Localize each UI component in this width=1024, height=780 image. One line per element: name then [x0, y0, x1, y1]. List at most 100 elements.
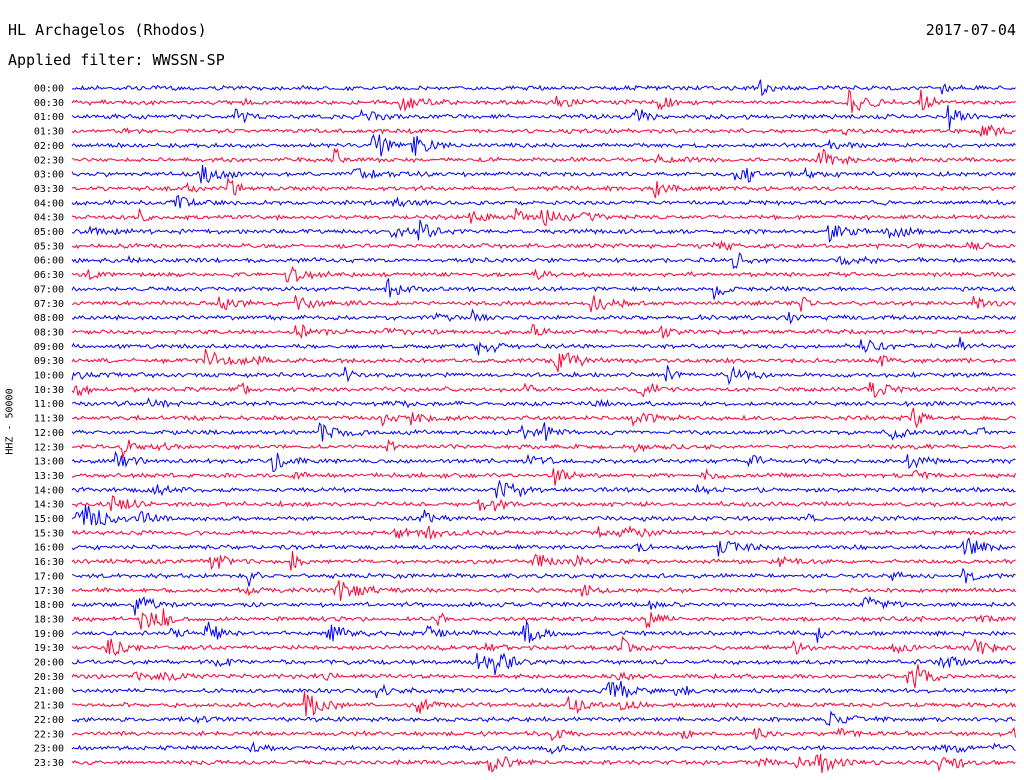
time-label: 19:00 — [34, 629, 64, 640]
seismic-trace-row — [71, 495, 1016, 512]
time-label: 06:30 — [34, 270, 64, 281]
seismic-trace-row — [71, 580, 1016, 601]
time-label: 17:00 — [34, 571, 64, 582]
seismic-trace-row — [71, 468, 1016, 486]
time-label: 06:00 — [34, 256, 64, 267]
time-label: 00:00 — [34, 84, 64, 95]
seismic-trace-row — [71, 691, 1016, 717]
seismic-trace-row — [71, 537, 1016, 557]
time-label: 05:00 — [34, 227, 64, 238]
time-label: 14:30 — [34, 500, 64, 511]
time-label: 11:30 — [34, 414, 64, 425]
time-label: 16:00 — [34, 543, 64, 554]
seismic-trace-row — [71, 207, 1016, 227]
time-label: 18:00 — [34, 600, 64, 611]
time-label: 12:30 — [34, 442, 64, 453]
seismic-trace-row — [71, 239, 1016, 252]
seismic-trace-row — [71, 164, 1016, 184]
seismic-trace-row — [71, 365, 1016, 386]
time-label: 23:30 — [34, 758, 64, 769]
seismic-trace-row — [71, 397, 1016, 409]
time-label: 20:00 — [34, 658, 64, 669]
seismic-trace-row — [71, 295, 1016, 313]
seismic-trace-row — [71, 595, 1016, 616]
seismic-trace-row — [71, 422, 1016, 442]
time-label: 03:30 — [34, 184, 64, 195]
seismic-trace-row — [71, 450, 1016, 472]
time-label: 15:00 — [34, 514, 64, 525]
time-label: 21:00 — [34, 686, 64, 697]
time-label: 07:00 — [34, 284, 64, 295]
time-label: 01:00 — [34, 112, 64, 123]
time-label: 18:30 — [34, 614, 64, 625]
filter-label: Applied filter: WWSSN-SP — [8, 51, 225, 69]
time-label: 02:30 — [34, 155, 64, 166]
time-label: 17:30 — [34, 586, 64, 597]
seismic-trace-row — [71, 348, 1016, 373]
seismic-trace-row — [71, 323, 1016, 340]
seismic-trace-row — [71, 407, 1016, 429]
time-label: 08:30 — [34, 327, 64, 338]
seismic-trace-row — [71, 381, 1016, 398]
seismic-trace-row — [71, 753, 1016, 773]
time-label: 15:30 — [34, 528, 64, 539]
seismic-trace-row — [71, 504, 1016, 527]
date-label: 2017-07-04 — [925, 21, 1016, 39]
time-label: 16:30 — [34, 557, 64, 568]
seismic-trace-row — [71, 219, 1016, 243]
seismic-trace-row — [71, 252, 1016, 270]
time-label: 13:00 — [34, 457, 64, 468]
seismic-trace-row — [71, 105, 1016, 130]
seismic-trace-row — [71, 479, 1016, 499]
time-label: 23:00 — [34, 744, 64, 755]
seismic-trace-row — [71, 664, 1016, 689]
seismic-trace-row — [71, 133, 1016, 157]
time-label: 09:00 — [34, 342, 64, 353]
time-label: 22:00 — [34, 715, 64, 726]
time-label: 21:30 — [34, 701, 64, 712]
time-label: 01:30 — [34, 127, 64, 138]
time-label: 07:30 — [34, 299, 64, 310]
time-label: 13:30 — [34, 471, 64, 482]
seismic-trace-row — [71, 265, 1016, 283]
station-title: HL Archagelos (Rhodos) — [8, 21, 207, 39]
seismic-trace-row — [71, 710, 1016, 727]
time-label: 03:00 — [34, 170, 64, 181]
time-label: 11:00 — [34, 399, 64, 410]
seismic-trace-row — [71, 524, 1016, 540]
seismic-trace-row — [71, 619, 1016, 643]
seismic-trace-row — [71, 124, 1016, 138]
time-label: 00:30 — [34, 98, 64, 109]
time-label: 12:00 — [34, 428, 64, 439]
time-label: 10:30 — [34, 385, 64, 396]
seismic-trace-row — [71, 308, 1016, 325]
seismic-trace-row — [71, 567, 1016, 587]
time-label: 10:00 — [34, 371, 64, 382]
time-label: 14:00 — [34, 485, 64, 496]
seismic-trace-row — [71, 277, 1016, 300]
seismic-trace-row — [71, 608, 1016, 630]
time-label: 09:30 — [34, 356, 64, 367]
time-label: 04:00 — [34, 198, 64, 209]
time-label: 19:30 — [34, 643, 64, 654]
seismic-trace-row — [71, 336, 1016, 356]
time-label: 22:30 — [34, 729, 64, 740]
seismic-trace-row — [71, 550, 1016, 571]
time-label: 05:30 — [34, 241, 64, 252]
seismic-trace-row — [71, 652, 1016, 676]
seismic-trace-row — [71, 438, 1016, 458]
seismic-trace-row — [71, 79, 1016, 97]
seismic-trace-row — [71, 88, 1016, 113]
seismic-trace-row — [71, 741, 1016, 755]
seismic-trace-row — [71, 176, 1016, 198]
time-label: 08:00 — [34, 313, 64, 324]
seismic-trace-row — [71, 726, 1016, 742]
time-axis-labels: 00:00 00:30 01:00 01:30 02:00 02:30 03:00 03:30… — [34, 84, 64, 769]
seismic-trace-row — [71, 194, 1016, 209]
seismic-traces — [71, 79, 1016, 773]
time-label: 04:30 — [34, 213, 64, 224]
seismic-trace-row — [71, 680, 1016, 699]
seismic-trace-row — [71, 148, 1016, 166]
time-label: 02:00 — [34, 141, 64, 152]
